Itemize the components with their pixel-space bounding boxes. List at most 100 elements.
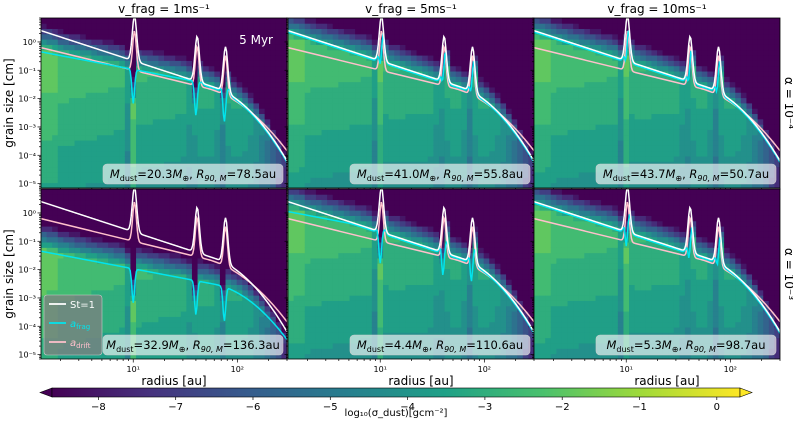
heatmap-cell (52, 189, 59, 195)
heatmap-cell (657, 49, 663, 56)
heatmap-cell (349, 113, 356, 120)
heatmap-cell (327, 18, 334, 24)
heatmap-cell (601, 150, 608, 157)
heatmap-cell (595, 113, 602, 120)
heatmap-cell (259, 23, 266, 30)
heatmap-cell (506, 97, 513, 104)
heatmap-cell (63, 274, 70, 280)
heatmap-cell (203, 182, 210, 188)
heatmap-cell (746, 92, 753, 99)
heatmap-cell (57, 97, 64, 104)
heatmap-cell (657, 118, 663, 125)
heatmap-cell (388, 129, 395, 136)
heatmap-cell (561, 97, 568, 104)
heatmap-cell (472, 97, 479, 104)
heatmap-cell (253, 108, 260, 115)
heatmap-cell (539, 55, 546, 61)
heatmap-cell (684, 118, 691, 125)
heatmap-cell (556, 92, 563, 99)
heatmap-cell (180, 18, 187, 24)
heatmap-cell (399, 118, 406, 125)
heatmap-cell (399, 39, 406, 45)
heatmap-cell (416, 182, 423, 188)
heatmap-cell (136, 23, 143, 30)
heatmap-cell (102, 92, 109, 99)
heatmap-cell (68, 44, 75, 51)
heatmap-cell (288, 60, 294, 67)
heatmap-cell (349, 65, 356, 72)
heatmap-cell (275, 49, 282, 56)
heatmap-cell (327, 108, 334, 115)
heatmap-cell (466, 33, 473, 40)
heatmap-cell (113, 39, 120, 45)
heatmap-cell (327, 182, 334, 188)
heatmap-cell (573, 134, 580, 141)
heatmap-cell (119, 87, 126, 93)
heatmap-cell (63, 182, 70, 188)
heatmap-cell (578, 55, 585, 61)
heatmap-cell (657, 55, 663, 61)
heatmap-cell (556, 49, 563, 56)
heatmap-cell (219, 118, 226, 125)
heatmap-cell (601, 129, 608, 136)
heatmap-cell (108, 204, 115, 211)
heatmap-cell (85, 166, 92, 173)
heatmap-cell (191, 81, 198, 88)
heatmap-cell (511, 108, 518, 115)
heatmap-cell (394, 129, 401, 136)
heatmap-cell (774, 18, 780, 24)
heatmap-cell (214, 65, 221, 72)
heatmap-cell (483, 140, 490, 146)
heatmap-cell (164, 71, 170, 77)
heatmap-cell (679, 140, 686, 146)
heatmap-cell (405, 145, 412, 152)
heatmap-cell (718, 145, 725, 152)
heatmap-cell (411, 18, 417, 24)
heatmap-cell (52, 226, 59, 232)
heatmap-cell (561, 129, 568, 136)
heatmap-cell (763, 129, 770, 136)
heatmap-cell (299, 65, 306, 72)
heatmap-cell (746, 118, 753, 125)
heatmap-cell (550, 28, 557, 35)
heatmap-cell (679, 118, 686, 125)
heatmap-cell (422, 124, 429, 130)
heatmap-cell (377, 81, 384, 88)
heatmap-cell (264, 145, 271, 152)
heatmap-cell (321, 140, 328, 146)
heatmap-cell (567, 87, 574, 93)
heatmap-cell (113, 258, 120, 264)
heatmap-cell (494, 97, 501, 104)
heatmap-cell (169, 44, 176, 51)
heatmap-cell (158, 44, 165, 51)
heatmap-cell (483, 65, 490, 72)
heatmap-cell (534, 92, 540, 99)
heatmap-cell (147, 108, 154, 115)
heatmap-cell (640, 65, 647, 72)
heatmap-cell (186, 71, 193, 77)
heatmap-cell (729, 150, 736, 157)
heatmap-cell (96, 129, 103, 136)
heatmap-cell (338, 113, 345, 120)
heatmap-cell (304, 92, 311, 99)
heatmap-cell (629, 145, 636, 152)
heatmap-cell (124, 274, 131, 280)
heatmap-cell (433, 23, 440, 30)
heatmap-cell (91, 220, 98, 227)
heatmap-cell (141, 81, 148, 88)
heatmap-cell (113, 236, 120, 243)
heatmap-cell (41, 97, 47, 104)
heatmap-cell (528, 87, 534, 93)
heatmap-cell (191, 124, 198, 130)
heatmap-cell (113, 134, 120, 141)
heatmap-cell (96, 18, 103, 24)
heatmap-cell (634, 145, 641, 152)
heatmap-cell (119, 118, 126, 125)
heatmap-cell (595, 140, 602, 146)
heatmap-cell (394, 28, 401, 35)
heatmap-cell (197, 145, 204, 152)
heatmap-cell (534, 18, 540, 24)
heatmap-cell (466, 150, 473, 157)
heatmap-cell (690, 103, 697, 109)
heatmap-cell (158, 129, 165, 136)
